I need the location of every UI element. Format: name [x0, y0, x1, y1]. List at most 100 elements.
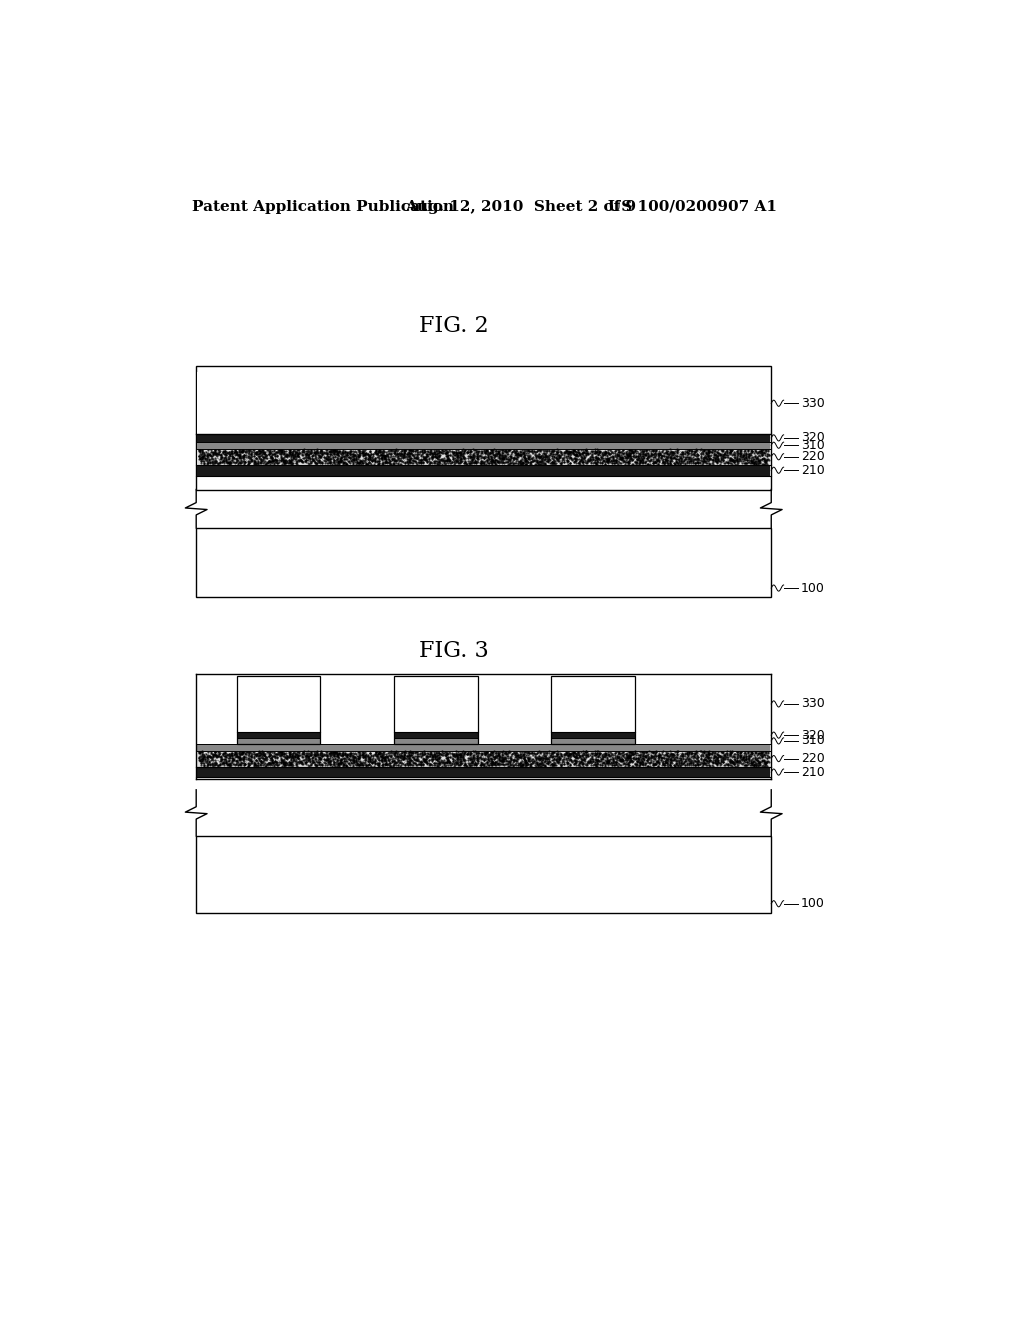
- Point: [751, 744, 767, 766]
- Point: [577, 751, 593, 772]
- Point: [738, 755, 755, 776]
- Point: [673, 752, 689, 774]
- Point: [618, 444, 635, 465]
- Point: [620, 447, 636, 469]
- Point: [679, 743, 695, 764]
- Point: [561, 444, 578, 465]
- Point: [629, 449, 645, 470]
- Point: [737, 746, 754, 767]
- Point: [455, 741, 471, 762]
- Point: [195, 748, 211, 770]
- Point: [332, 750, 348, 771]
- Point: [552, 742, 568, 763]
- Point: [358, 453, 375, 474]
- Point: [453, 441, 469, 462]
- Point: [273, 750, 290, 771]
- Point: [497, 440, 513, 461]
- Point: [748, 747, 764, 768]
- Point: [563, 441, 580, 462]
- Point: [480, 748, 497, 770]
- Point: [593, 447, 609, 469]
- Point: [703, 751, 720, 772]
- Point: [324, 442, 340, 463]
- Point: [245, 451, 261, 473]
- Point: [298, 744, 314, 766]
- Point: [417, 750, 433, 771]
- Point: [498, 747, 514, 768]
- Point: [475, 755, 492, 776]
- Point: [453, 750, 469, 771]
- Point: [641, 752, 657, 774]
- Point: [309, 447, 326, 469]
- Point: [378, 449, 394, 470]
- Point: [672, 755, 688, 776]
- Point: [675, 754, 691, 775]
- Point: [568, 444, 585, 465]
- Point: [730, 744, 746, 766]
- Point: [212, 451, 228, 473]
- Point: [326, 450, 342, 471]
- Point: [371, 447, 387, 469]
- Point: [567, 441, 584, 462]
- Point: [540, 747, 556, 768]
- Point: [310, 450, 327, 471]
- Point: [669, 742, 685, 763]
- Point: [566, 750, 583, 771]
- Point: [728, 450, 744, 471]
- Point: [470, 747, 486, 768]
- Point: [240, 446, 256, 467]
- Point: [705, 743, 721, 764]
- Point: [527, 746, 544, 767]
- Point: [546, 748, 562, 770]
- Point: [539, 441, 555, 462]
- Point: [191, 742, 208, 763]
- Point: [657, 750, 674, 771]
- Point: [732, 747, 749, 768]
- Point: [637, 754, 653, 775]
- Point: [428, 750, 444, 771]
- Point: [423, 754, 439, 775]
- Point: [609, 746, 626, 767]
- Point: [290, 446, 306, 467]
- Point: [252, 441, 268, 462]
- Point: [556, 446, 572, 467]
- Point: [271, 741, 288, 762]
- Point: [570, 445, 587, 466]
- Point: [685, 754, 701, 775]
- Point: [611, 746, 628, 767]
- Point: [475, 750, 492, 771]
- Point: [417, 447, 433, 469]
- Point: [230, 447, 247, 469]
- Point: [752, 754, 768, 775]
- Point: [530, 741, 547, 762]
- Point: [286, 446, 302, 467]
- Point: [329, 744, 345, 766]
- Point: [257, 445, 273, 466]
- Point: [551, 748, 567, 770]
- Point: [578, 742, 594, 763]
- Point: [654, 450, 671, 471]
- Point: [735, 750, 752, 771]
- Point: [559, 441, 575, 462]
- Point: [751, 453, 767, 474]
- Point: [223, 752, 240, 774]
- Point: [409, 440, 425, 461]
- Point: [218, 451, 234, 473]
- Point: [530, 440, 547, 461]
- Point: [274, 449, 291, 470]
- Point: [500, 451, 516, 473]
- Point: [444, 451, 461, 473]
- Point: [702, 441, 719, 462]
- Point: [500, 742, 516, 763]
- Point: [617, 451, 634, 473]
- Point: [241, 447, 257, 469]
- Point: [369, 450, 385, 471]
- Point: [431, 441, 447, 462]
- Point: [617, 746, 634, 767]
- Point: [200, 755, 216, 776]
- Point: [402, 750, 419, 771]
- Point: [524, 752, 541, 774]
- Point: [681, 742, 697, 763]
- Point: [631, 454, 647, 475]
- Point: [355, 751, 372, 772]
